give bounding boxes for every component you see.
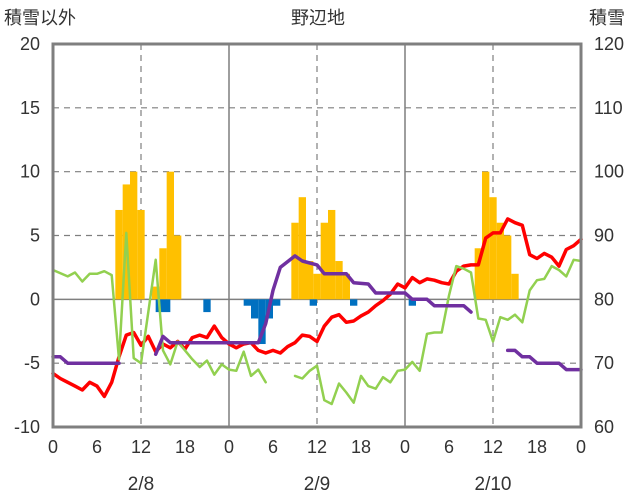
x-axis: 0 6 12 18 0 6 12 18 0 6 12 18 0 (48, 437, 586, 457)
bar-negative (203, 299, 211, 313)
y-right-tick: 110 (594, 98, 623, 118)
right-axis-label: 積雪 (589, 8, 625, 28)
x-tick-label: 12 (131, 437, 151, 457)
y-left-tick: 20 (20, 34, 40, 54)
bar-negative (408, 299, 416, 306)
bar-positive (152, 286, 160, 300)
bar-positive (482, 171, 490, 300)
bar-positive (489, 197, 497, 300)
x-tick-label: 6 (444, 437, 454, 457)
bar-positive (504, 235, 512, 300)
y-left-tick: 0 (30, 289, 40, 309)
bar-positive (137, 209, 145, 300)
x-tick-label: 12 (307, 437, 327, 457)
x-tick-label: 0 (400, 437, 410, 457)
bar-negative (273, 299, 281, 306)
y-right-tick: 100 (594, 162, 624, 182)
bar-positive (166, 171, 174, 300)
day-labels: 2/8 2/9 2/10 (128, 474, 512, 495)
x-tick-label: 18 (527, 437, 547, 457)
y-right-tick: 120 (594, 34, 624, 54)
bar-positive (306, 261, 314, 300)
left-axis-label: 積雪以外 (4, 8, 76, 28)
x-tick-label: 0 (576, 437, 586, 457)
day-label: 2/9 (304, 474, 330, 495)
x-tick-label: 12 (483, 437, 503, 457)
bar-negative (350, 299, 358, 306)
y-left-tick: -10 (14, 417, 40, 437)
bar-positive (474, 248, 482, 300)
red-line (51, 217, 583, 399)
lines (51, 217, 583, 406)
y-left-tick: 15 (20, 98, 40, 118)
x-tick-label: 18 (351, 437, 371, 457)
bar-positive (320, 222, 328, 300)
bar-positive (496, 222, 504, 300)
bar-negative (309, 299, 317, 306)
x-tick-label: 0 (224, 437, 234, 457)
purple-line (153, 254, 473, 356)
purple-line (51, 355, 121, 365)
bar-positive (298, 197, 306, 300)
x-tick-label: 18 (175, 437, 195, 457)
y-right-axis: 60 70 80 90 100 110 120 (594, 34, 624, 437)
chart-title: 野辺地 (291, 8, 345, 28)
x-tick-label: 6 (92, 437, 102, 457)
purple-line (505, 348, 583, 372)
bar-positive (115, 209, 123, 300)
bar-negative (243, 299, 251, 306)
y-right-tick: 80 (594, 289, 614, 309)
bar-negative (251, 299, 259, 319)
green-line (293, 258, 583, 406)
bar-positive (328, 209, 336, 300)
y-left-axis: -10 -5 0 5 10 15 20 (14, 34, 40, 437)
day-label: 2/8 (128, 474, 154, 495)
bar-positive (174, 235, 182, 300)
x-tick-label: 0 (48, 437, 58, 457)
y-left-tick: 10 (20, 162, 40, 182)
y-right-tick: 70 (594, 353, 614, 373)
bar-positive (159, 248, 167, 300)
y-left-tick: -5 (24, 353, 40, 373)
y-right-tick: 60 (594, 417, 614, 437)
plot-frame (51, 42, 583, 429)
bar-positive (291, 222, 299, 300)
x-tick-label: 6 (268, 437, 278, 457)
day-label: 2/10 (475, 474, 512, 495)
bar-positive (511, 273, 519, 300)
bar-negative (258, 299, 266, 345)
bar-positive (335, 261, 343, 300)
bar-negative (163, 299, 171, 313)
bar-positive (130, 171, 138, 300)
bar-positive (313, 273, 321, 300)
bar-positive (342, 273, 350, 300)
y-right-tick: 90 (594, 226, 614, 246)
green-line (51, 231, 267, 384)
y-left-tick: 5 (30, 226, 40, 246)
